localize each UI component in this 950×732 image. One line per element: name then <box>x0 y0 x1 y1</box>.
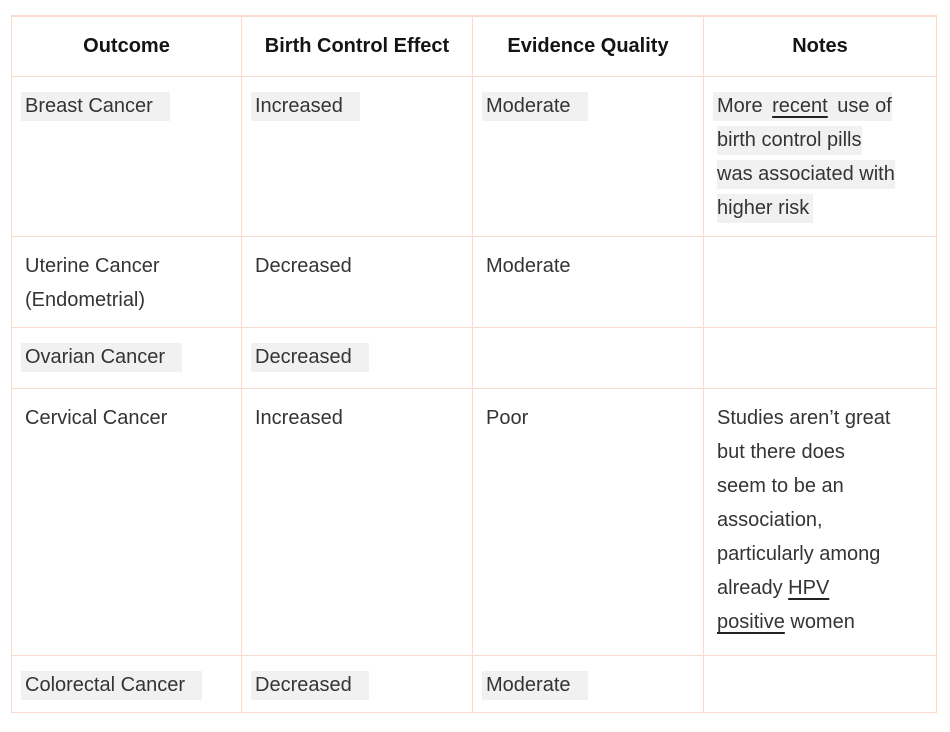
effect-text: Increased <box>251 92 360 121</box>
cell-notes: More recent use of birth control pills w… <box>703 76 937 237</box>
evidence-text: Poor <box>486 407 529 429</box>
evidence-text: Moderate <box>482 671 588 700</box>
cell-evidence <box>472 327 704 389</box>
column-header-outcome: Outcome <box>11 15 242 77</box>
cell-outcome: Breast Cancer <box>11 76 242 237</box>
cell-evidence: Moderate <box>472 76 704 237</box>
cell-effect: Decreased <box>241 327 473 389</box>
cell-notes <box>703 236 937 328</box>
effect-text: Increased <box>255 407 343 429</box>
outcome-text: Uterine Cancer (Endometrial) <box>25 255 160 311</box>
header-row: Outcome Birth Control Effect Evidence Qu… <box>11 15 937 77</box>
evidence-text: Moderate <box>482 92 588 121</box>
note-text: Studies aren’t great but there does seem… <box>717 401 898 639</box>
cell-effect: Decreased <box>241 655 473 713</box>
column-header-birth-control-effect: Birth Control Effect <box>241 15 473 77</box>
cell-notes <box>703 655 937 713</box>
note-segment: More <box>713 92 773 121</box>
outcome-text: Ovarian Cancer <box>21 343 183 372</box>
table-row-cervical-cancer: Cervical Cancer Increased Poor Studies a… <box>11 388 937 656</box>
table-row-uterine-cancer: Uterine Cancer (Endometrial) Decreased M… <box>11 236 937 328</box>
note-text: More recent use of birth control pills w… <box>713 89 898 225</box>
cell-evidence: Moderate <box>472 655 704 713</box>
cell-effect: Increased <box>241 388 473 656</box>
effect-text: Decreased <box>255 255 352 277</box>
cell-evidence: Poor <box>472 388 704 656</box>
note-segment: women <box>784 611 855 633</box>
outcome-text: Cervical Cancer <box>25 407 168 429</box>
cell-outcome: Ovarian Cancer <box>11 327 242 389</box>
birth-control-cancer-table: Outcome Birth Control Effect Evidence Qu… <box>11 15 937 713</box>
cell-notes <box>703 327 937 389</box>
table-row-colorectal-cancer: Colorectal Cancer Decreased Moderate <box>11 655 937 713</box>
effect-text: Decreased <box>251 343 369 372</box>
outcome-text: Colorectal Cancer <box>21 671 203 700</box>
cell-outcome: Cervical Cancer <box>11 388 242 656</box>
recent-link[interactable]: recent <box>768 92 832 121</box>
column-header-evidence-quality: Evidence Quality <box>472 15 704 77</box>
note-segment: Studies aren’t great but there does seem… <box>717 407 891 599</box>
table-row-ovarian-cancer: Ovarian Cancer Decreased <box>11 327 937 389</box>
cell-outcome: Colorectal Cancer <box>11 655 242 713</box>
cell-evidence: Moderate <box>472 236 704 328</box>
hpv-positive-link[interactable]: HPV positive <box>717 577 830 633</box>
cell-effect: Increased <box>241 76 473 237</box>
table-row-breast-cancer: Breast Cancer Increased Moderate More re… <box>11 76 937 237</box>
cell-notes: Studies aren’t great but there does seem… <box>703 388 937 656</box>
cell-effect: Decreased <box>241 236 473 328</box>
outcome-text: Breast Cancer <box>21 92 170 121</box>
evidence-text: Moderate <box>486 255 571 277</box>
effect-text: Decreased <box>251 671 369 700</box>
cell-outcome: Uterine Cancer (Endometrial) <box>11 236 242 328</box>
column-header-notes: Notes <box>703 15 937 77</box>
